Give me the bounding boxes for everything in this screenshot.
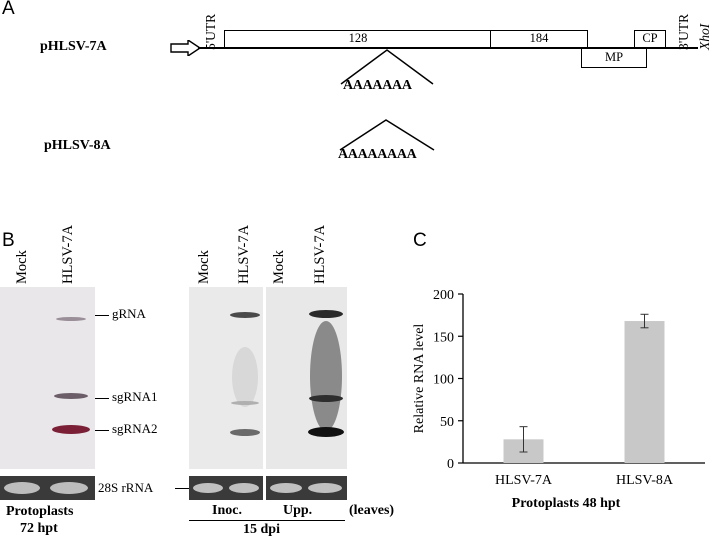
leaves-caption: (leaves) [349, 503, 395, 518]
rrna-band-upp-1 [270, 483, 302, 493]
sg2-tick [95, 430, 109, 432]
xhoi-label: XhoI [697, 23, 712, 50]
grna-label: gRNA [112, 306, 146, 321]
rrna-band-left-1 [4, 482, 40, 494]
orf-128-label: 128 [348, 31, 368, 45]
blot-protoplasts [0, 287, 95, 469]
utr3-label: 3'UTR [676, 13, 691, 50]
band-sg2-left [52, 425, 90, 434]
insertion-caret-8a [339, 119, 435, 151]
band-smear-inoc [232, 347, 258, 407]
panel-b-letter: B [2, 230, 15, 251]
lane-hlsv7a-inoc: HLSV-7A [236, 224, 252, 284]
x-tick-label-1: HLSV-8A [616, 473, 674, 488]
panel-a-letter: A [2, 0, 15, 19]
x-tick-label-0: HLSV-7A [495, 473, 553, 488]
mp-label: MP [604, 50, 624, 64]
y-tick-label-4: 200 [433, 288, 454, 303]
orf-184-label: 184 [529, 31, 549, 45]
band-sg2-inoc [230, 429, 260, 436]
lane-hlsv7a-upp: HLSV-7A [312, 224, 328, 284]
orf-128-box: 128 [224, 30, 492, 48]
utr5-label: 5'UTR [203, 13, 218, 50]
band-sg1-left [54, 393, 88, 399]
rrna-strip-left [0, 476, 95, 500]
blot-inoculated [189, 287, 263, 469]
cp-label: CP [642, 31, 658, 45]
orf-184-box: 184 [490, 30, 588, 48]
bar-chart: 0 50 100 150 200 HLSV-7A HLSV-8A Relative RNA l… [412, 288, 705, 511]
promoter-arrow-icon [170, 40, 202, 56]
rrna-band-inoc-2 [229, 483, 259, 493]
dpi-underline [189, 520, 345, 522]
sg2-label: sgRNA2 [112, 421, 158, 436]
lane-mock-left: Mock [14, 250, 30, 284]
mp-box: MP [581, 48, 647, 68]
lane-mock-upp: Mock [271, 250, 287, 284]
rrna-tick [175, 488, 189, 490]
plasmid-7a-label: pHLSV-7A [40, 39, 107, 54]
bar-1 [624, 321, 665, 463]
band-grna-inoc [230, 312, 260, 318]
insertion-caret-7a [340, 49, 434, 85]
rrna-strip-inoc [189, 476, 263, 500]
dpi15-caption: 15 dpi [243, 522, 280, 537]
upp-caption: Upp. [283, 503, 313, 518]
tract-8a-label: AAAAAAAA [338, 147, 417, 162]
lane-hlsv7a-left: HLSV-7A [60, 224, 76, 284]
band-grna-upp [309, 310, 343, 318]
grna-tick [95, 315, 109, 317]
y-tick-label-1: 50 [440, 415, 454, 430]
x-axis-label: Protoplasts 48 hpt [512, 496, 621, 511]
blot-upper [266, 287, 347, 469]
lane-mock-inoc: Mock [196, 250, 212, 284]
band-grna-left [56, 317, 86, 321]
y-tick-label-0: 0 [447, 457, 454, 472]
rrna-band-upp-2 [308, 483, 342, 493]
plasmid-8a-label: pHLSV-8A [44, 138, 111, 153]
rrna-strip-upp [266, 476, 347, 500]
band-sg1-inoc [231, 401, 259, 405]
y-axis-label: Relative RNA level [412, 324, 427, 434]
cp-box: CP [634, 30, 666, 48]
rrna-band-left-2 [50, 482, 88, 494]
sg1-tick [95, 398, 109, 400]
rrna-band-inoc-1 [193, 483, 223, 493]
xhoi-tail [686, 47, 698, 49]
tract-7a-label: AAAAAAA [343, 78, 412, 93]
sg1-label: sgRNA1 [112, 389, 158, 404]
inoc-caption: Inoc. [212, 503, 242, 518]
rrna-label: 28S rRNA [98, 480, 154, 495]
y-tick-label-3: 150 [433, 330, 454, 345]
band-smear-upp [310, 321, 342, 431]
panel-c-letter: C [413, 230, 427, 251]
y-tick-label-2: 100 [433, 373, 454, 388]
protoplasts-caption: Protoplasts [6, 504, 74, 519]
band-sg2-upp [308, 427, 344, 437]
band-sg1-upp [309, 395, 343, 402]
hpt72-caption: 72 hpt [20, 521, 58, 536]
